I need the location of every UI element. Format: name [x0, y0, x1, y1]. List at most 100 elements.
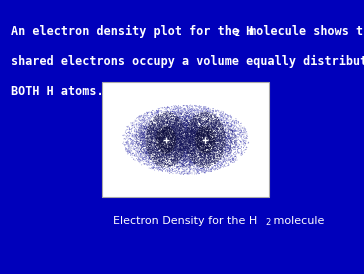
Point [137, 125, 143, 129]
Point [151, 116, 157, 120]
Point [151, 136, 157, 140]
Point [174, 128, 180, 132]
Point [183, 129, 189, 134]
Point [215, 149, 221, 154]
Point [207, 137, 213, 141]
Point [202, 138, 207, 143]
Point [183, 104, 189, 109]
Point [168, 117, 174, 122]
Point [196, 140, 202, 145]
Point [146, 124, 152, 129]
Point [173, 142, 179, 146]
Point [201, 124, 206, 128]
Point [174, 164, 180, 169]
Point [182, 153, 187, 157]
Point [147, 140, 153, 145]
Point [217, 153, 222, 158]
Point [206, 160, 211, 164]
Point [193, 159, 199, 164]
Point [169, 133, 174, 138]
Point [138, 138, 143, 142]
Point [201, 133, 206, 138]
Point [174, 140, 180, 144]
Point [154, 156, 159, 161]
Point [157, 135, 162, 139]
Point [187, 151, 193, 156]
Point [173, 132, 178, 137]
Point [177, 142, 183, 147]
Point [198, 152, 204, 156]
Point [147, 131, 153, 135]
Point [173, 138, 178, 142]
Point [186, 116, 192, 121]
Point [183, 148, 189, 152]
Point [171, 112, 177, 116]
Point [181, 154, 187, 158]
Point [222, 142, 228, 146]
Point [171, 159, 177, 163]
Point [165, 169, 170, 173]
Point [177, 115, 183, 119]
Point [225, 126, 231, 130]
Point [198, 117, 203, 122]
Point [174, 125, 179, 130]
Point [211, 148, 217, 152]
Point [184, 136, 190, 141]
Point [197, 127, 202, 131]
Point [147, 126, 153, 130]
Point [186, 127, 192, 131]
Point [148, 133, 154, 138]
Point [203, 134, 209, 139]
Point [158, 133, 164, 137]
Point [198, 125, 204, 129]
Point [161, 156, 167, 160]
Point [194, 150, 200, 154]
Point [161, 135, 167, 139]
Point [162, 139, 168, 144]
Point [202, 137, 208, 141]
Point [210, 125, 216, 130]
Point [173, 137, 178, 142]
Point [182, 131, 188, 135]
Point [170, 135, 175, 139]
Point [176, 107, 182, 112]
Point [217, 131, 223, 135]
Point [209, 133, 215, 137]
Point [173, 120, 178, 124]
Point [185, 151, 190, 155]
Point [213, 160, 219, 164]
Point [139, 122, 145, 127]
Point [137, 148, 143, 152]
Point [130, 124, 135, 128]
Point [243, 137, 249, 141]
Point [200, 131, 206, 135]
Point [197, 116, 202, 121]
Point [206, 116, 212, 121]
Point [192, 142, 198, 146]
Point [197, 119, 202, 124]
Point [184, 128, 190, 132]
Point [225, 134, 230, 138]
Point [173, 150, 179, 155]
Point [170, 123, 175, 127]
Point [187, 109, 193, 113]
Point [212, 155, 218, 160]
Point [171, 143, 177, 148]
Point [150, 126, 156, 131]
Point [178, 105, 184, 110]
Point [205, 144, 211, 148]
Point [147, 141, 153, 145]
Point [216, 124, 222, 128]
Point [172, 166, 178, 171]
Point [172, 120, 178, 124]
Point [155, 123, 161, 127]
Point [182, 145, 188, 149]
Point [220, 128, 226, 132]
Point [195, 146, 201, 150]
Point [154, 128, 159, 132]
Point [219, 150, 225, 155]
Point [154, 156, 160, 161]
Point [173, 159, 178, 163]
Point [211, 141, 217, 146]
Point [156, 114, 162, 118]
